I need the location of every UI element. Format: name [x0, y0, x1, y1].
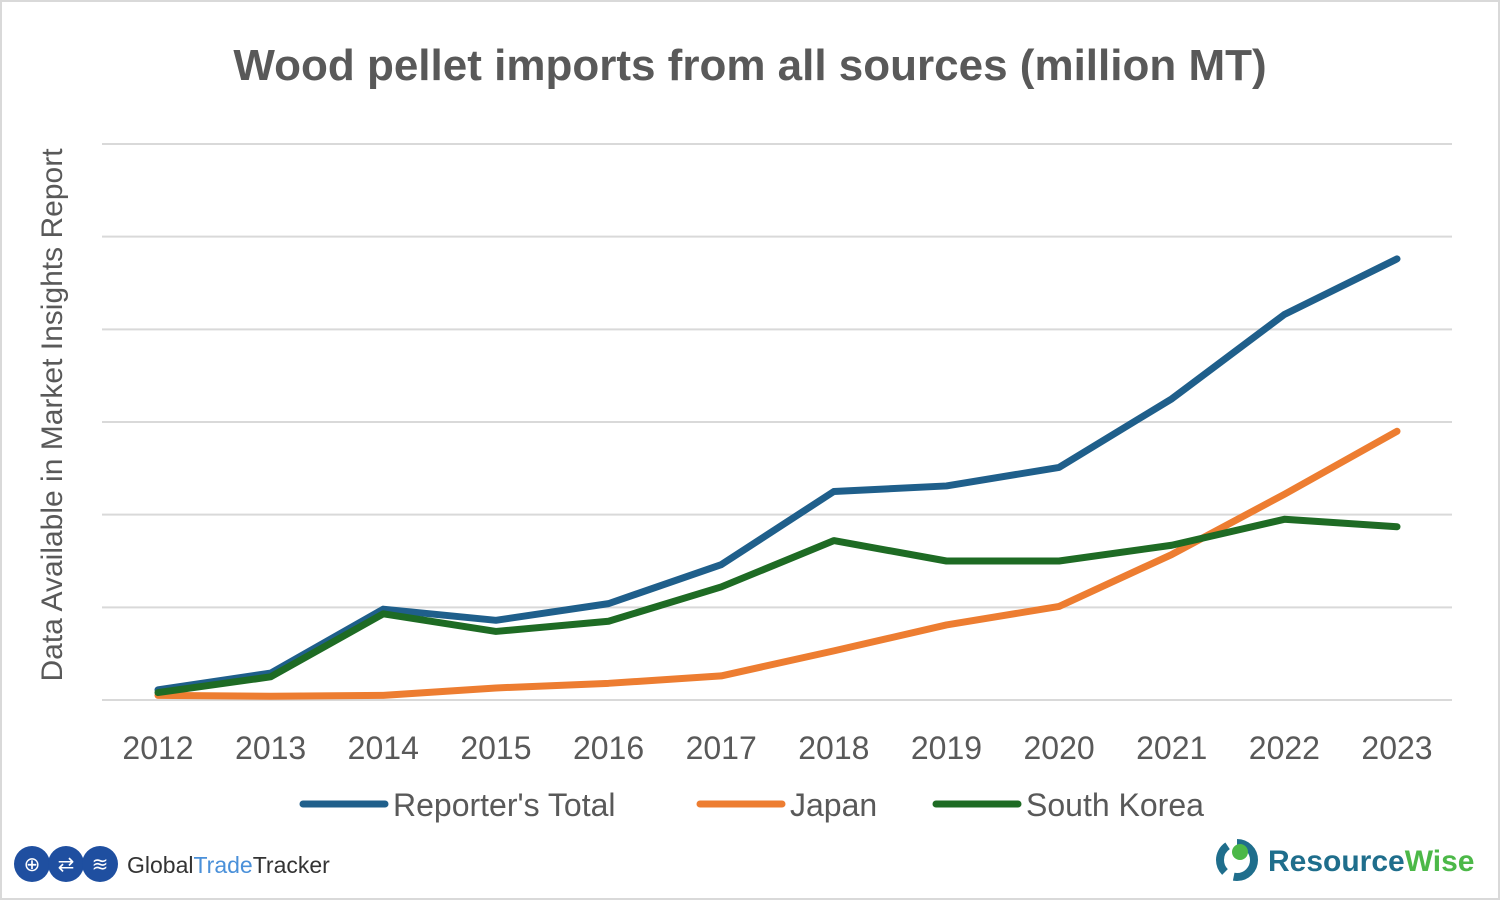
x-tick-label: 2017 — [686, 730, 757, 766]
chart-icon — [82, 846, 118, 882]
x-tick-label: 2019 — [911, 730, 982, 766]
x-tick-label: 2012 — [122, 730, 193, 766]
series-lines — [154, 255, 1401, 700]
exchange-icon — [48, 846, 84, 882]
global-trade-tracker-logo: ⊕ ⇄ ≋ GlobalTradeTracker — [14, 846, 330, 882]
resourcewise-icon — [1216, 839, 1258, 881]
x-tick-label: 2022 — [1249, 730, 1320, 766]
x-axis-ticks: 2012 2013 2014 2015 2016 2017 2018 2019 2020 2021… — [122, 730, 1432, 766]
legend-label: Japan — [790, 787, 877, 823]
series-line-south-korea — [154, 515, 1401, 697]
legend: Reporter's Total Japan South Korea — [299, 787, 1204, 823]
globe-icon — [14, 846, 50, 882]
svg-text:≋: ≋ — [92, 854, 109, 876]
y-axis-label: Data Available in Market Insights Report — [36, 148, 69, 682]
svg-text:GlobalTradeTracker: GlobalTradeTracker — [127, 852, 330, 878]
chart-title: Wood pellet imports from all sources (mi… — [233, 41, 1266, 90]
svg-text:⊕: ⊕ — [24, 854, 41, 876]
x-tick-label: 2021 — [1136, 730, 1207, 766]
gridlines — [102, 143, 1452, 701]
x-tick-label: 2018 — [798, 730, 869, 766]
x-tick-label: 2023 — [1361, 730, 1432, 766]
series-line-reporter-s-total — [154, 255, 1401, 694]
x-tick-label: 2013 — [235, 730, 306, 766]
legend-label: South Korea — [1026, 787, 1204, 823]
resourcewise-logo: ResourceWise — [1216, 839, 1475, 881]
svg-text:ResourceWise: ResourceWise — [1268, 845, 1475, 878]
x-tick-label: 2016 — [573, 730, 644, 766]
svg-text:⇄: ⇄ — [58, 854, 75, 876]
x-tick-label: 2015 — [460, 730, 531, 766]
x-tick-label: 2014 — [348, 730, 419, 766]
legend-label: Reporter's Total — [393, 787, 616, 823]
x-tick-label: 2020 — [1023, 730, 1094, 766]
